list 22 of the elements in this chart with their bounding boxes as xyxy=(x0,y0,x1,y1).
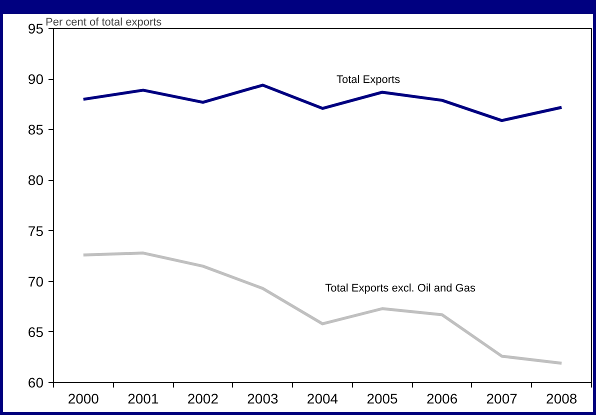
x-tick-label: 2002 xyxy=(187,390,219,406)
series-label: Total Exports xyxy=(336,74,401,86)
y-tick-label: 80 xyxy=(28,172,44,188)
x-tick-label: 2003 xyxy=(247,390,279,406)
x-tick-label: 2001 xyxy=(128,390,159,406)
y-tick-label: 95 xyxy=(28,20,44,36)
x-tick-label: 2000 xyxy=(68,390,100,406)
y-tick-label: 90 xyxy=(28,71,44,88)
line-series xyxy=(82,252,564,365)
x-tick-label: 2007 xyxy=(486,390,518,406)
x-tick-label: 2008 xyxy=(546,390,578,406)
series-label: Total Exports excl. Oil and Gas xyxy=(325,282,476,295)
y-tick-label: 70 xyxy=(28,273,44,290)
y-tick-label: 85 xyxy=(28,122,44,138)
y-tick-label: 65 xyxy=(28,324,44,340)
line-series xyxy=(82,84,564,122)
x-tick-label: 2005 xyxy=(366,390,398,406)
y-tick-label: 60 xyxy=(28,374,44,390)
x-tick-label: 2004 xyxy=(306,390,338,406)
y-tick-label: 75 xyxy=(28,222,44,239)
x-tick-label: 2006 xyxy=(426,390,458,406)
y-axis-title: Per cent of total exports xyxy=(46,16,162,28)
